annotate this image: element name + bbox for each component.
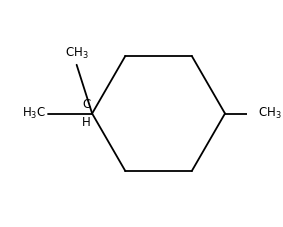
Text: C: C xyxy=(83,98,91,111)
Text: H$_3$C: H$_3$C xyxy=(22,106,46,121)
Text: H: H xyxy=(82,116,91,129)
Text: CH$_3$: CH$_3$ xyxy=(65,46,89,62)
Text: CH$_3$: CH$_3$ xyxy=(258,106,282,121)
